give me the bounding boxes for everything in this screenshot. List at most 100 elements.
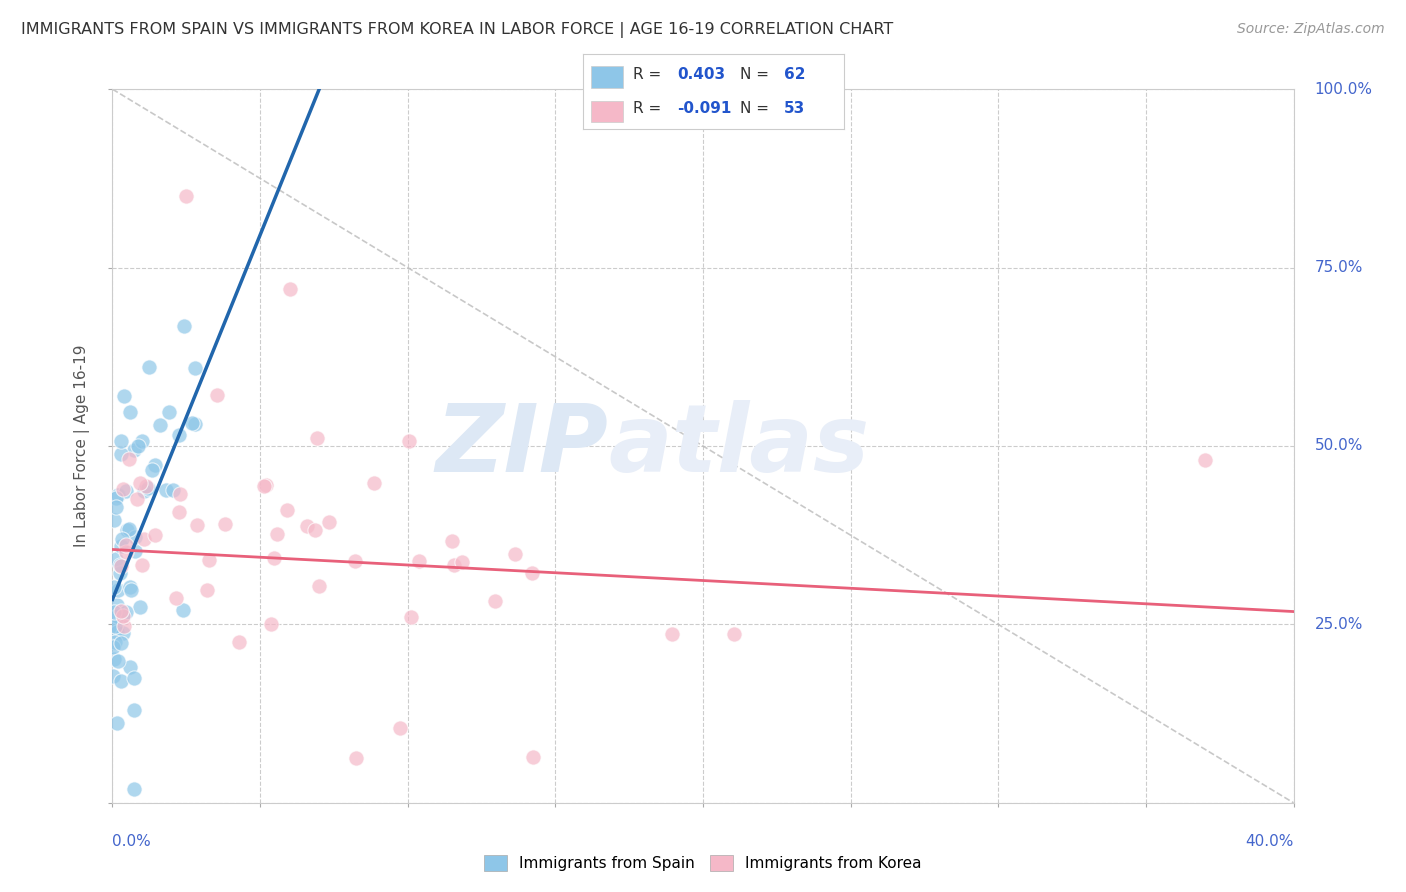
Point [363,475,385,490]
Point [110,603,132,617]
Text: R =: R = [633,101,666,116]
Point [308,579,330,593]
Point [157,405,180,419]
Text: 25.0%: 25.0% [1315,617,1362,632]
Point [124,530,146,544]
Point [186,517,208,532]
Point [174,189,197,203]
Point [104,500,127,514]
Point [136,481,159,495]
Point [266,526,288,541]
Point [104,634,127,648]
Point [661,626,683,640]
Point [1194,453,1216,467]
Point [103,580,125,594]
Point [143,528,166,542]
Point [184,361,207,376]
Text: R =: R = [633,67,666,82]
Point [120,582,142,597]
Point [184,417,207,431]
Point [228,634,250,648]
Text: N =: N = [740,67,773,82]
Point [112,389,135,403]
Point [124,544,146,558]
Point [128,600,150,615]
Point [399,609,422,624]
Point [105,609,128,624]
Point [107,582,129,597]
Point [503,547,526,561]
Point [105,716,128,731]
Point [135,478,157,492]
Point [131,434,153,449]
Point [172,603,194,617]
Bar [592,66,623,87]
Point [112,609,135,624]
Point [260,616,283,631]
Point [197,583,219,598]
Point [155,483,177,497]
Point [115,524,138,538]
Point [173,318,195,333]
Point [110,539,132,553]
Text: 62: 62 [783,67,806,82]
Text: 75.0%: 75.0% [1315,260,1362,275]
Point [167,505,190,519]
Text: Source: ZipAtlas.com: Source: ZipAtlas.com [1237,22,1385,37]
Point [110,673,132,688]
Point [141,463,163,477]
Point [103,651,125,665]
Point [110,434,132,449]
Bar [592,101,623,122]
Text: 100.0%: 100.0% [1315,82,1372,96]
Text: IMMIGRANTS FROM SPAIN VS IMMIGRANTS FROM KOREA IN LABOR FORCE | AGE 16-19 CORREL: IMMIGRANTS FROM SPAIN VS IMMIGRANTS FROM… [21,22,893,38]
Point [115,544,138,558]
Point [122,443,145,458]
Point [484,594,506,608]
Point [304,524,326,538]
Point [117,522,139,536]
Point [103,640,125,654]
Point [103,513,125,527]
Point [118,452,141,467]
Text: 50.0%: 50.0% [1315,439,1362,453]
Point [110,558,132,573]
Point [450,556,472,570]
Point [389,721,412,735]
Point [115,605,138,619]
Point [105,491,128,505]
Point [103,605,125,619]
Point [108,558,131,572]
Text: -0.091: -0.091 [678,101,731,116]
Point [122,703,145,717]
Point [256,478,278,492]
Point [122,671,145,685]
Point [398,434,420,448]
Point [108,566,131,580]
Text: atlas: atlas [609,400,870,492]
Point [167,428,190,442]
Point [408,554,430,568]
Point [344,751,367,765]
Point [115,484,138,499]
Point [112,607,135,622]
Point [104,619,127,633]
Point [443,558,465,572]
Point [198,553,221,567]
Point [110,636,132,650]
Point [111,482,134,496]
Point [138,360,160,375]
Point [107,488,129,502]
Point [132,483,155,498]
Point [131,558,153,572]
Point [129,475,152,490]
Point [169,487,191,501]
Point [162,483,184,497]
Point [105,625,128,640]
Point [205,388,228,402]
Text: 0.0%: 0.0% [112,834,152,849]
Point [344,554,367,568]
Point [165,591,187,605]
Point [181,417,204,431]
Point [723,626,745,640]
